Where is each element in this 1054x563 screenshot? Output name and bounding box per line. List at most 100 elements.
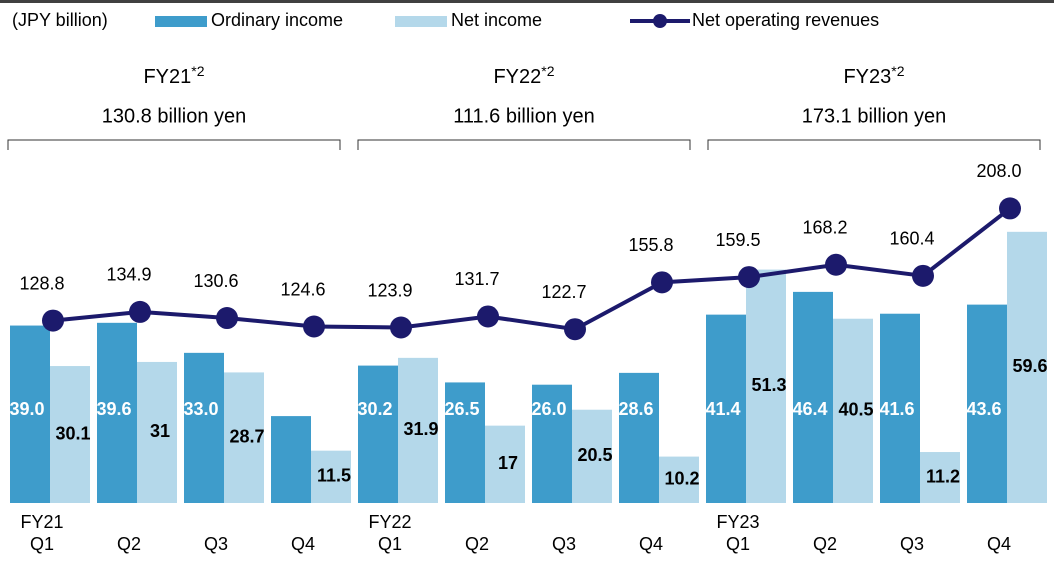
bar-value-label: 30.1 (55, 423, 90, 443)
bar (967, 304, 1007, 503)
bar-value-label: 39.6 (96, 399, 131, 419)
bar (10, 325, 50, 503)
group-note: *2 (191, 63, 204, 79)
bar (619, 372, 659, 503)
line-marker (216, 307, 238, 330)
line-value-label: 128.8 (19, 273, 64, 293)
line-marker (303, 315, 325, 338)
legend-label: Net operating revenues (692, 10, 879, 30)
x-tick-label: Q3 (551, 534, 576, 554)
group-note: *2 (891, 63, 904, 79)
line-marker (390, 316, 412, 339)
bar-value-label: 41.4 (705, 399, 740, 419)
line-marker (564, 318, 586, 341)
group-label: FY22*2 (493, 63, 554, 89)
bar-value-label: 59.6 (1012, 356, 1047, 376)
bar-value-label: 30.2 (357, 399, 392, 419)
bar-value-label: 31 (150, 421, 170, 441)
line-marker (999, 197, 1021, 220)
x-tick-label: Q4 (638, 534, 663, 554)
line-value-label: 160.4 (889, 229, 934, 249)
unit-label: (JPY billion) (12, 10, 108, 30)
bar (659, 456, 699, 503)
x-tick-label: Q4 (986, 534, 1011, 554)
bar (532, 384, 572, 503)
bar (358, 365, 398, 503)
bar-value-label: 11.2 (926, 466, 960, 486)
bar (50, 366, 90, 503)
bar (746, 269, 786, 503)
bar-value-label: 10.2 (664, 469, 699, 489)
line-value-label: 123.9 (367, 280, 412, 300)
line-value-label: 122.7 (541, 282, 586, 302)
bar-value-label: 39.0 (9, 399, 44, 419)
bar (1007, 231, 1047, 503)
x-tick-label: FY21 Q1 (20, 512, 64, 554)
bar (398, 357, 438, 503)
x-tick-label: Q2 (116, 534, 141, 554)
bar (833, 318, 873, 503)
bar (184, 352, 224, 503)
group-bracket (7, 139, 341, 150)
group-total: 130.8 billion yen (102, 105, 247, 127)
bar (706, 314, 746, 503)
bar-value-label: 51.3 (751, 375, 786, 395)
group-label: FY21*2 (143, 63, 204, 89)
bar-value-label: 40.5 (838, 400, 873, 420)
x-tick-label: Q2 (464, 534, 489, 554)
line-marker (912, 264, 934, 287)
line-marker (42, 309, 64, 332)
bar-value-label: 28.6 (618, 399, 653, 419)
bar-value-label: 26.5 (444, 399, 479, 419)
bar (97, 322, 137, 503)
bar-value-label: 33.0 (183, 399, 218, 419)
bar (793, 291, 833, 503)
line-value-label: 155.8 (628, 235, 673, 255)
bar-value-label: 11.5 (317, 466, 351, 486)
bar-value-label: 20.5 (577, 445, 612, 465)
x-tick-label: Q3 (899, 534, 924, 554)
legend-swatch (155, 16, 207, 27)
x-tick-label: Q3 (203, 534, 228, 554)
line (52, 206, 1012, 332)
bar-value-label: 46.4 (792, 399, 827, 419)
bar (920, 452, 960, 503)
group-bracket (357, 139, 691, 150)
bar (572, 409, 612, 503)
bar (445, 382, 485, 503)
group-total: 173.1 billion yen (802, 105, 947, 127)
line-marker (651, 271, 673, 294)
group-bracket (707, 139, 1041, 150)
bar (880, 313, 920, 503)
line-value-label: 208.0 (976, 161, 1021, 181)
line-value-label: 131.7 (454, 269, 499, 289)
x-tick-label: Q4 (290, 534, 315, 554)
line-marker (738, 266, 760, 289)
group-note: *2 (541, 63, 554, 79)
line-marker (129, 300, 151, 323)
group-name: FY21 (143, 66, 191, 88)
line-value-label: 168.2 (802, 218, 847, 238)
x-tick-label: Q2 (812, 534, 837, 554)
x-tick-label: FY23 Q1 (716, 512, 760, 554)
bar (271, 416, 311, 503)
bar (485, 425, 525, 503)
bar-value-label: 26.0 (531, 399, 566, 419)
group-total: 111.6 billion yen (453, 105, 595, 127)
x-tick-label: FY22 Q1 (368, 512, 412, 554)
line-marker (825, 253, 847, 276)
line-value-label: 130.6 (193, 271, 238, 291)
bar-value-label: 19.1 (270, 399, 305, 419)
bar-value-label: 28.7 (229, 426, 264, 446)
legend-label: Net income (451, 10, 542, 30)
line-marker (477, 305, 499, 328)
bar-value-label: 17 (498, 453, 518, 473)
bar (137, 361, 177, 503)
bar-value-label: 43.6 (966, 399, 1001, 419)
bar (311, 450, 351, 503)
bar (224, 372, 264, 503)
top-rule (0, 0, 1054, 3)
group-name: FY22 (493, 66, 541, 88)
line-value-label: 134.9 (106, 265, 151, 285)
